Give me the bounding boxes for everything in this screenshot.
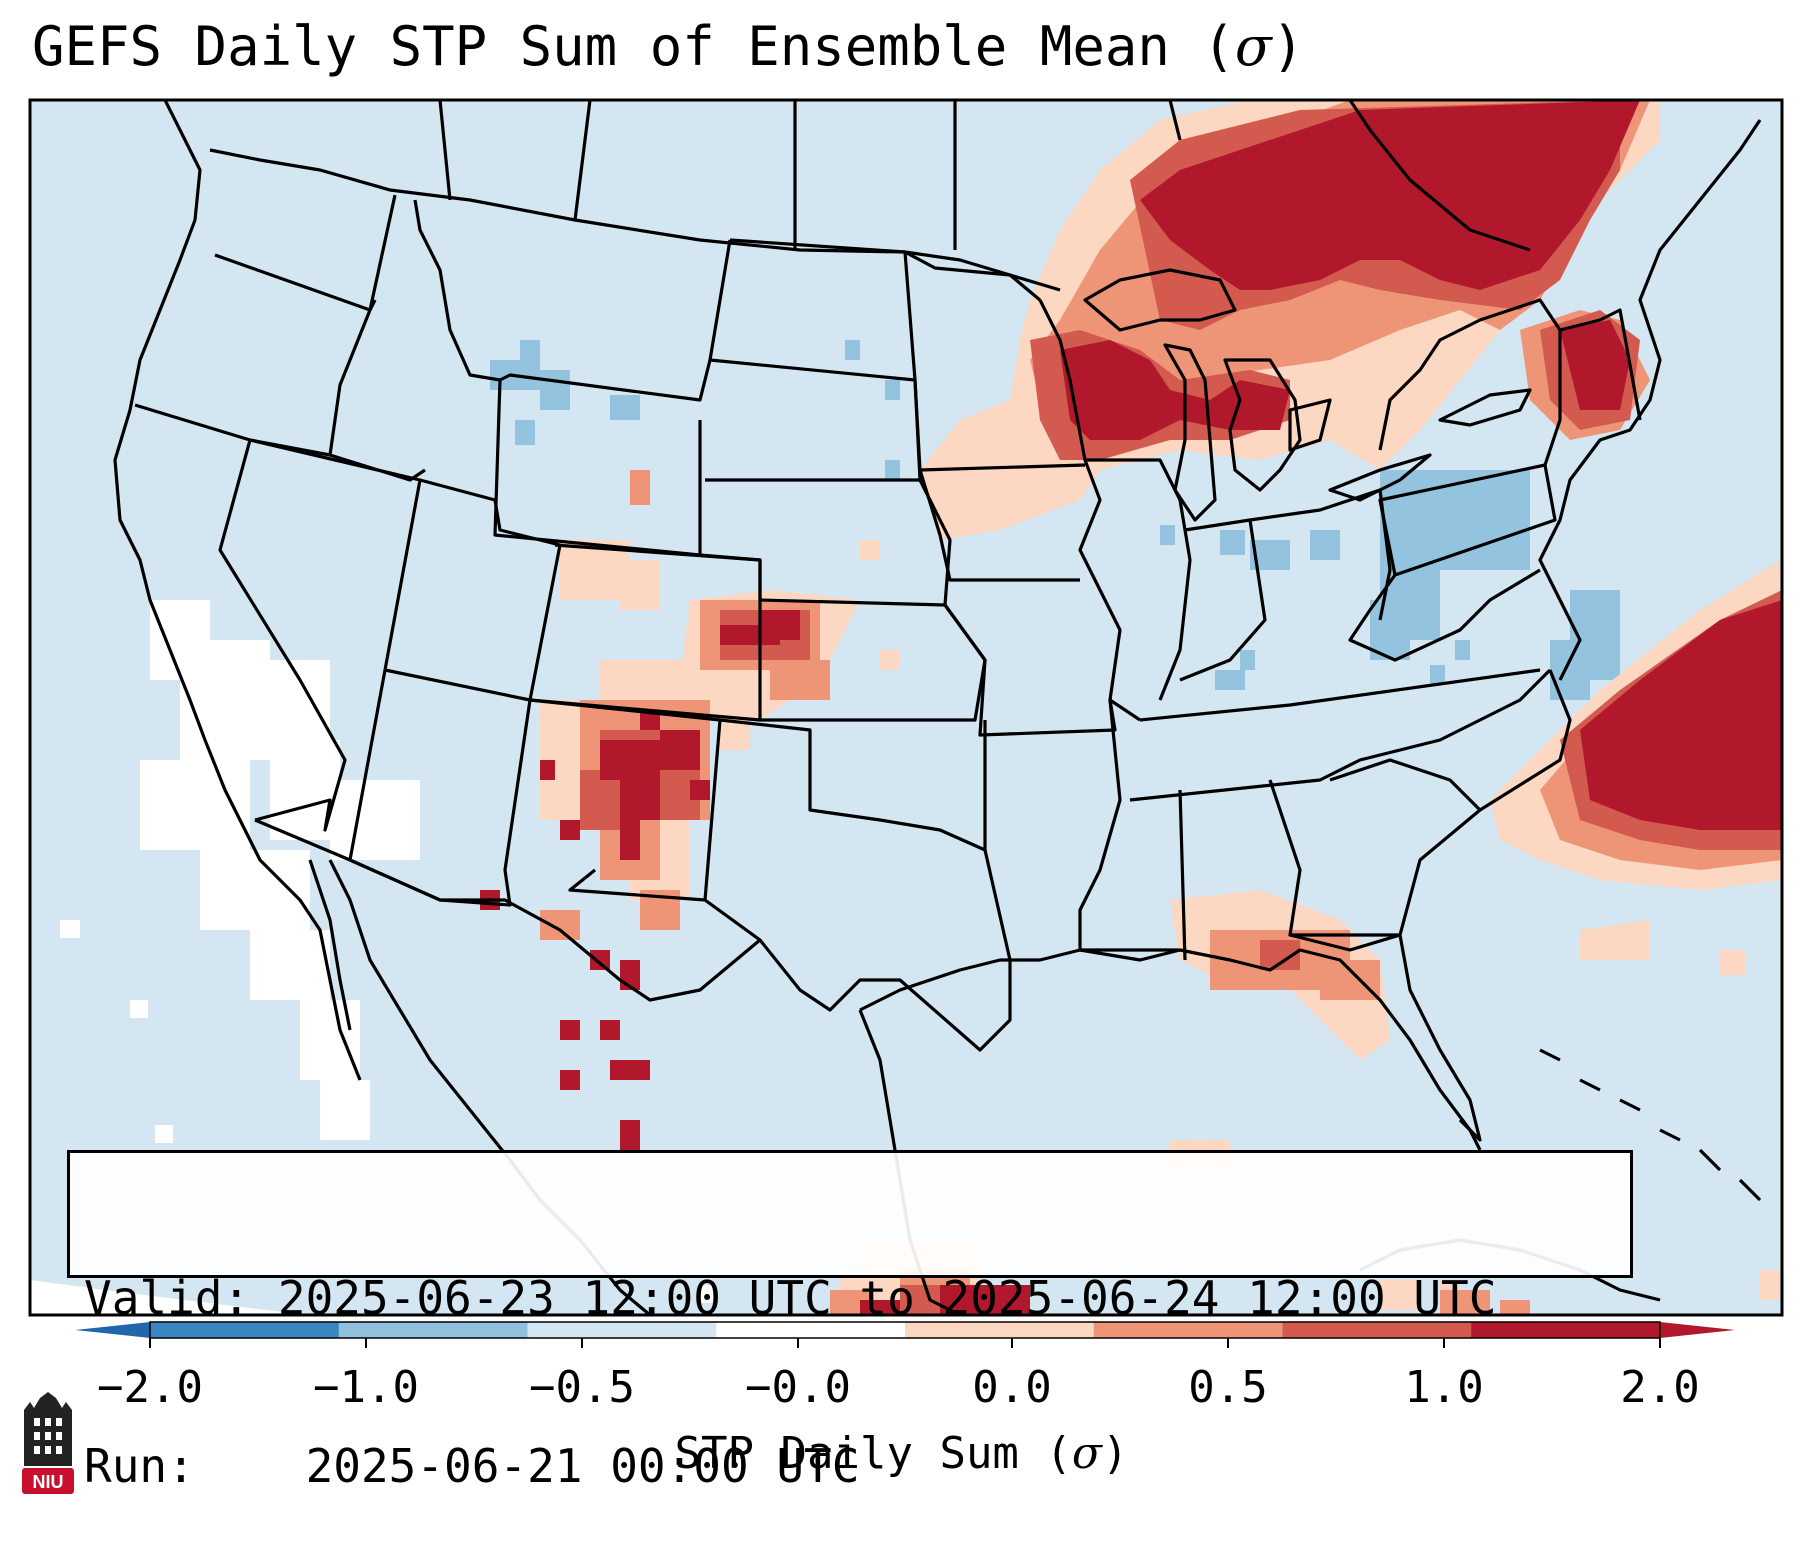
colorbar-tick-label: −0.5 — [529, 1362, 635, 1413]
colorbar-outline — [149, 1321, 1661, 1339]
valid-value: 2025-06-23 12:00 UTC to 2025-06-24 12:00… — [277, 1271, 1497, 1325]
field-neutral — [60, 600, 920, 1303]
colorbar-segment — [527, 1322, 717, 1338]
colorbar-tick-label: 0.0 — [972, 1362, 1052, 1413]
run-value: 2025-06-21 00:00 UTC — [305, 1439, 860, 1493]
run-line: Run: 2025-06-21 00:00 UTC — [84, 1438, 1630, 1494]
colorbar-segment — [1093, 1322, 1283, 1338]
colorbar-tick-label: −2.0 — [97, 1362, 203, 1413]
colorbar-segment — [1471, 1322, 1661, 1338]
title-sigma: σ — [1234, 15, 1272, 78]
colorbar-extend-high — [1660, 1322, 1735, 1338]
niu-logo-text: NIU — [33, 1472, 64, 1492]
colorbar-label-close: ) — [1101, 1428, 1129, 1479]
niu-logo-icon: NIU — [22, 1392, 74, 1494]
colorbar-label: STP Daily Sum (σ) — [0, 1432, 1803, 1476]
map-frame — [28, 98, 1784, 1317]
colorbar-segment — [1282, 1322, 1472, 1338]
colorbar-tick-label: −0.0 — [745, 1362, 851, 1413]
colorbar-tick-label: 2.0 — [1620, 1362, 1700, 1413]
colorbar-segment — [905, 1322, 1095, 1338]
colorbar-tick-label: −1.0 — [313, 1362, 419, 1413]
colorbar-extend-low — [75, 1322, 150, 1338]
domain-edge — [30, 1280, 312, 1315]
title-text: GEFS Daily STP Sum of Ensemble Mean ( — [32, 15, 1235, 78]
colorbar-tick-label: 0.5 — [1188, 1362, 1268, 1413]
valid-line: Valid: 2025-06-23 12:00 UTC to 2025-06-2… — [84, 1270, 1630, 1326]
title-close: ) — [1271, 15, 1305, 78]
page-title: GEFS Daily STP Sum of Ensemble Mean (σ) — [32, 20, 1304, 74]
colorbar-segment — [716, 1322, 906, 1338]
colorbar — [75, 1321, 1735, 1348]
colorbar-segment — [150, 1322, 340, 1338]
valid-run-box: Valid: 2025-06-23 12:00 UTC to 2025-06-2… — [67, 1150, 1633, 1493]
run-label: Run: — [84, 1439, 195, 1493]
colorbar-tick-label: 1.0 — [1404, 1362, 1484, 1413]
field-extreme-positive — [480, 100, 1782, 1315]
valid-label: Valid: — [84, 1271, 251, 1325]
colorbar-segment — [338, 1322, 528, 1338]
colorbar-label-sigma: σ — [1071, 1428, 1102, 1479]
colorbar-label-text: STP Daily Sum ( — [674, 1428, 1072, 1479]
